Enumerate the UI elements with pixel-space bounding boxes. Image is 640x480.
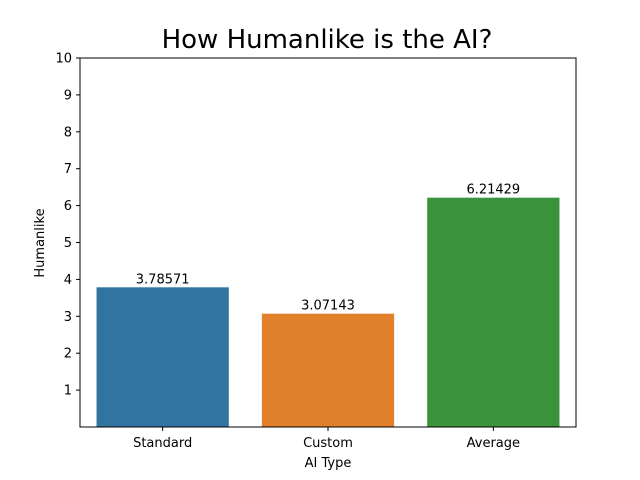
data-labels-group: 3.78571 3.07143 6.21429 <box>136 183 520 314</box>
bar-standard <box>96 287 229 427</box>
y-tick-label: 10 <box>55 52 72 67</box>
y-tick-label: 3 <box>64 310 72 325</box>
bar-custom <box>261 313 395 427</box>
x-tick-label-average: Average <box>467 436 520 451</box>
bar-average <box>427 197 560 427</box>
y-tick-label: 6 <box>64 199 72 214</box>
y-tick-label: 1 <box>64 384 72 399</box>
y-tick-label: 8 <box>64 125 72 140</box>
bars-group <box>96 197 560 427</box>
data-label-standard: 3.78571 <box>136 272 190 287</box>
y-tick-label: 9 <box>64 88 72 103</box>
plot-frame <box>79 57 577 428</box>
x-axis-label: AI Type <box>305 456 352 471</box>
x-axis-ticks: Standard Custom Average <box>133 427 520 451</box>
chart-title: How Humanlike is the AI? <box>162 25 493 55</box>
y-tick-label: 7 <box>64 162 72 177</box>
data-label-custom: 3.07143 <box>301 299 355 314</box>
x-tick-label-standard: Standard <box>133 436 192 451</box>
x-tick-label-custom: Custom <box>303 436 353 451</box>
data-label-average: 6.21429 <box>466 183 520 198</box>
y-axis-label: Humanlike <box>33 208 48 277</box>
y-tick-label: 2 <box>64 347 72 362</box>
y-axis-ticks: 1 2 3 4 5 6 7 8 9 10 <box>55 52 80 399</box>
y-tick-label: 4 <box>64 273 72 288</box>
y-tick-label: 5 <box>64 236 72 251</box>
